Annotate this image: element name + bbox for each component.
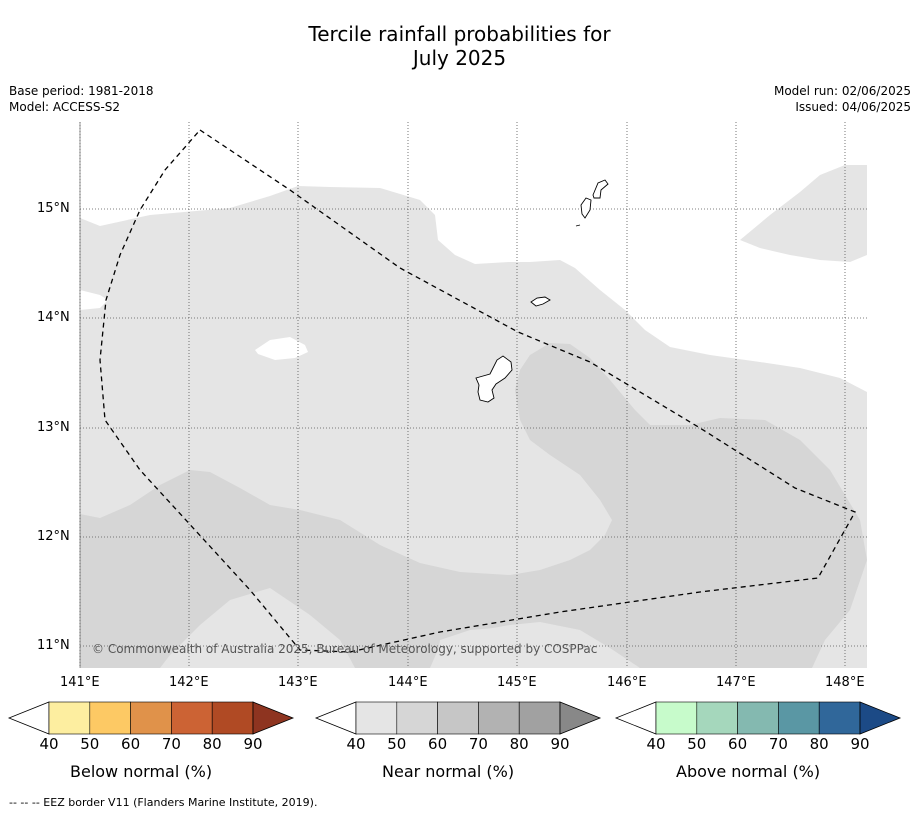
- colorbar-tick-label: 70: [161, 735, 181, 753]
- colorbar-tick-label: 90: [243, 735, 263, 753]
- colorbar-label-above: Above normal (%): [676, 762, 821, 781]
- colorbar-tick-label: 80: [202, 735, 222, 753]
- eez-legend-note: -- -- -- EEZ border V11 (Flanders Marine…: [9, 796, 318, 809]
- lon-tick-147e: 147°E: [716, 675, 756, 690]
- lon-tick-148e: 148°E: [825, 675, 865, 690]
- colorbar-segment: [396, 701, 438, 735]
- gridlines: [79, 122, 867, 668]
- colorbar-tick-label: 70: [468, 735, 488, 753]
- near-normal-40-50-east: [740, 165, 867, 262]
- light-pocket: [435, 626, 600, 668]
- near-normal-50-60-region: [80, 343, 867, 668]
- colorbar-tick-label: 90: [550, 735, 570, 753]
- lat-tick-15n: 15°N: [37, 201, 70, 216]
- title-line-1: Tercile rainfall probabilities for: [308, 22, 611, 46]
- issued-date: Issued: 04/06/2025: [795, 100, 911, 114]
- eez-border: [99, 129, 856, 653]
- colorbar-segment: [89, 701, 131, 735]
- colorbar-label-below: Below normal (%): [70, 762, 213, 781]
- colorbar-tick-label: 90: [850, 735, 870, 753]
- colorbar-extend-high: [559, 701, 602, 735]
- colorbar-extend-high: [252, 701, 295, 735]
- colorbar-segment: [655, 701, 698, 735]
- lat-tick-14n: 14°N: [37, 310, 70, 325]
- colorbar-segment: [778, 701, 820, 735]
- colorbar-tick-label: 50: [687, 735, 707, 753]
- colorbar-above-normal: [614, 701, 902, 735]
- lon-tick-146e: 146°E: [607, 675, 647, 690]
- white-hole: [255, 337, 308, 360]
- islands: [475, 179, 609, 403]
- white-notch: [80, 290, 108, 310]
- colorbar-extend-low: [314, 701, 357, 735]
- tinian-island: [580, 197, 592, 219]
- colorbar-tick-label: 70: [768, 735, 788, 753]
- colorbar-tick-label: 60: [728, 735, 748, 753]
- title-line-2: July 2025: [412, 46, 507, 70]
- lon-tick-143e: 143°E: [278, 675, 318, 690]
- colorbar-tick-label: 50: [80, 735, 100, 753]
- colorbar-tick-label: 60: [428, 735, 448, 753]
- model-name: Model: ACCESS-S2: [9, 100, 121, 114]
- aguijan-island: [575, 224, 581, 227]
- guam-island: [475, 355, 513, 403]
- colorbar-segment: [437, 701, 479, 735]
- colorbar-segment: [130, 701, 172, 735]
- colorbar-segment: [696, 701, 738, 735]
- colorbar-segment: [171, 701, 213, 735]
- rota-island: [530, 296, 551, 307]
- colorbar-segment: [818, 701, 861, 735]
- meta-right: Model run: 02/06/2025 Issued: 04/06/2025: [774, 83, 911, 115]
- colorbar-tick-label: 40: [646, 735, 666, 753]
- lat-tick-12n: 12°N: [37, 529, 70, 544]
- base-period: Base period: 1981-2018: [9, 84, 154, 98]
- probability-field: [80, 122, 867, 668]
- colorbar-tick-label: 80: [509, 735, 529, 753]
- colorbar-tick-label: 40: [39, 735, 59, 753]
- colorbar-tick-label: 50: [387, 735, 407, 753]
- colorbar-segment: [211, 701, 254, 735]
- copyright-notice: © Commonwealth of Australia 2025, Bureau…: [92, 642, 598, 656]
- colorbar-label-near: Near normal (%): [382, 762, 515, 781]
- colorbars: [7, 701, 902, 735]
- colorbar-segment: [737, 701, 779, 735]
- colorbar-extend-low: [7, 701, 50, 735]
- colorbar-below-normal: [7, 701, 295, 735]
- meta-left: Base period: 1981-2018 Model: ACCESS-S2: [9, 83, 154, 115]
- saipan-island: [592, 179, 609, 199]
- colorbar-tick-label: 60: [121, 735, 141, 753]
- lon-tick-141e: 141°E: [60, 675, 100, 690]
- colorbar-tick-label: 40: [346, 735, 366, 753]
- colorbar-segment: [478, 701, 520, 735]
- colorbar-segment: [355, 701, 398, 735]
- colorbar-segment: [518, 701, 561, 735]
- colorbar-extend-low: [614, 701, 657, 735]
- colorbar-extend-high: [859, 701, 902, 735]
- model-run: Model run: 02/06/2025: [773, 84, 911, 98]
- colorbar-tick-label: 80: [809, 735, 829, 753]
- lat-tick-11n: 11°N: [37, 638, 70, 653]
- lon-tick-145e: 145°E: [497, 675, 537, 690]
- lon-tick-144e: 144°E: [388, 675, 428, 690]
- chart-title: Tercile rainfall probabilities for July …: [0, 22, 919, 70]
- lon-tick-142e: 142°E: [169, 675, 209, 690]
- lat-tick-13n: 13°N: [37, 420, 70, 435]
- colorbar-segment: [48, 701, 91, 735]
- colorbar-near-normal: [314, 701, 602, 735]
